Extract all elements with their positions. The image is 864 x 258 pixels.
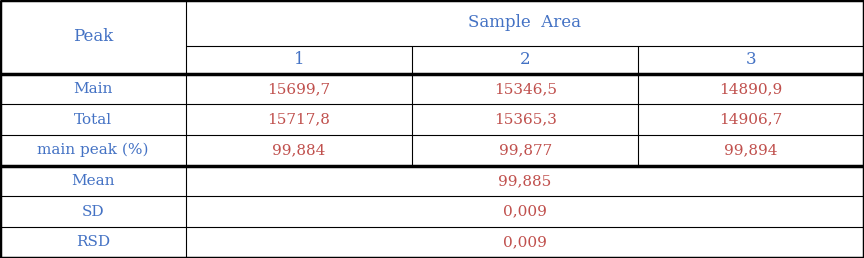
Text: 15699,7: 15699,7 — [267, 82, 331, 96]
Text: 99,885: 99,885 — [499, 174, 551, 188]
Text: 15365,3: 15365,3 — [494, 112, 556, 127]
Text: Peak: Peak — [73, 28, 113, 45]
Text: Main: Main — [73, 82, 112, 96]
Text: 15717,8: 15717,8 — [268, 112, 330, 127]
Text: 1: 1 — [294, 51, 304, 68]
Text: Mean: Mean — [71, 174, 115, 188]
Text: Total: Total — [73, 112, 112, 127]
Text: SD: SD — [81, 205, 105, 219]
Text: 14906,7: 14906,7 — [720, 112, 783, 127]
Text: 14890,9: 14890,9 — [720, 82, 783, 96]
Text: RSD: RSD — [76, 235, 110, 249]
Text: 2: 2 — [520, 51, 530, 68]
Text: 0,009: 0,009 — [503, 235, 547, 249]
Text: 15346,5: 15346,5 — [494, 82, 556, 96]
Text: 99,877: 99,877 — [499, 143, 552, 157]
Text: 3: 3 — [746, 51, 757, 68]
Text: 0,009: 0,009 — [503, 205, 547, 219]
Text: 99,894: 99,894 — [725, 143, 778, 157]
Text: main peak (%): main peak (%) — [37, 143, 149, 157]
Text: 99,884: 99,884 — [272, 143, 326, 157]
Text: Sample  Area: Sample Area — [468, 14, 581, 31]
